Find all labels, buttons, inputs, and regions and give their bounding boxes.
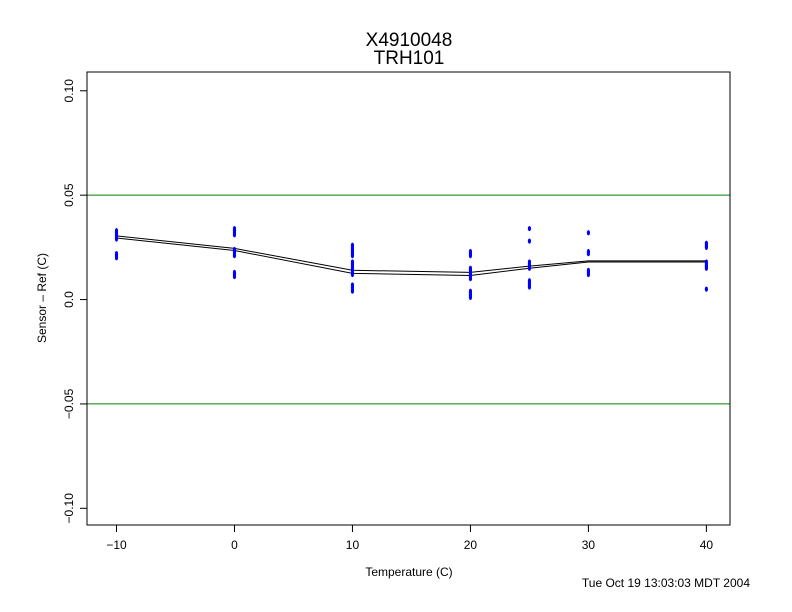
y-axis: −0.10 −0.05 0.0 0.05 0.10: [62, 79, 87, 524]
data-point: [232, 273, 237, 280]
y-tick-label: −0.10: [62, 493, 76, 524]
y-tick-label: −0.05: [62, 388, 76, 419]
data-point: [232, 232, 237, 238]
x-tick-label: 0: [231, 538, 238, 552]
timestamp-footer: Tue Oct 19 13:03:03 MDT 2004: [582, 576, 750, 590]
y-axis-label: Sensor – Ref (C): [35, 253, 49, 343]
data-point: [468, 253, 473, 259]
data-point: [586, 230, 591, 236]
data-point: [468, 294, 473, 301]
data-points: [114, 225, 709, 301]
data-point: [527, 225, 532, 232]
y-tick-label: 0.05: [62, 183, 76, 207]
x-axis: −10 0 10 20 30 40: [106, 525, 713, 552]
x-tick-label: 10: [346, 538, 360, 552]
data-point: [468, 276, 473, 282]
y-tick-label: 0.0: [62, 291, 76, 308]
data-point: [114, 255, 119, 261]
x-tick-label: 20: [464, 538, 478, 552]
data-point: [704, 286, 709, 292]
data-point: [704, 244, 709, 250]
data-point: [527, 238, 532, 244]
data-point: [586, 271, 591, 278]
data-point: [527, 265, 532, 271]
data-point: [350, 253, 355, 259]
data-point: [586, 251, 591, 257]
data-point: [350, 271, 355, 278]
x-tick-label: 30: [582, 538, 596, 552]
x-axis-label: Temperature (C): [365, 565, 452, 579]
x-tick-label: 40: [700, 538, 714, 552]
y-tick-label: 0.10: [62, 79, 76, 103]
chart-subtitle: TRH101: [374, 48, 445, 69]
data-point: [232, 253, 237, 259]
data-point: [527, 284, 532, 290]
reference-lines: [87, 194, 730, 405]
x-tick-label: −10: [106, 538, 127, 552]
data-point: [704, 265, 709, 271]
data-point: [350, 288, 355, 294]
plot-frame: [86, 71, 731, 526]
data-point: [114, 236, 119, 242]
chart-title: X4910048: [366, 30, 453, 51]
